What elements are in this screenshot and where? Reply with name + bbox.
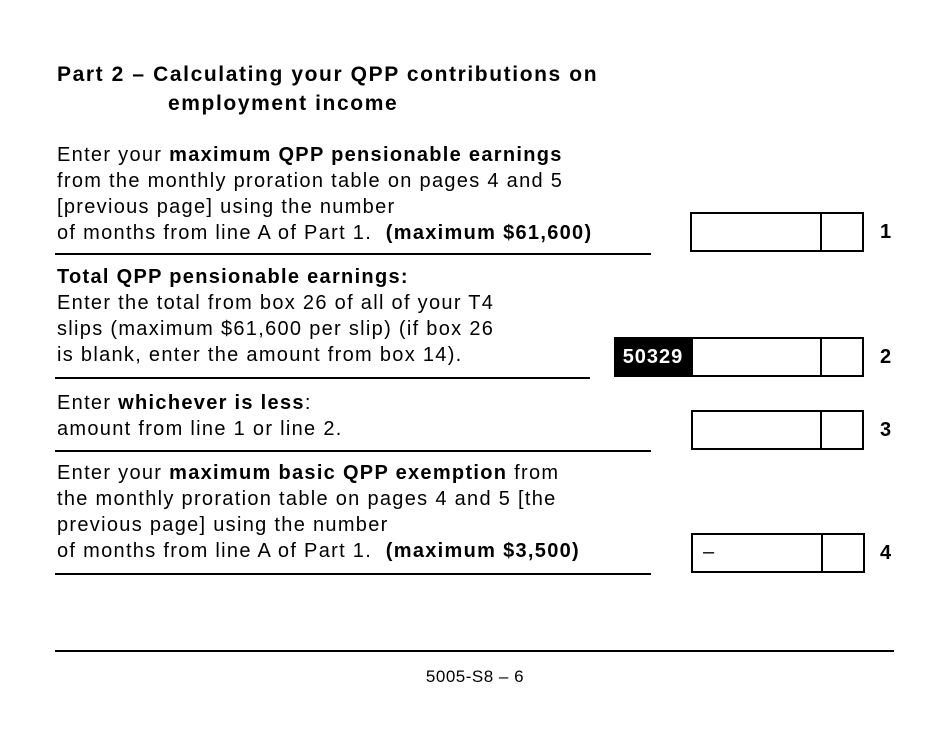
line-text: the monthly proration table on pages 4 a… bbox=[57, 487, 557, 511]
entry-box[interactable] bbox=[690, 212, 864, 252]
text: of months from line A of Part 1. bbox=[57, 222, 386, 244]
text: Enter bbox=[57, 392, 119, 414]
footer-rule bbox=[55, 650, 894, 652]
bold-text: maximum basic QPP exemption bbox=[169, 462, 508, 484]
part-title: Part 2 – Calculating your QPP contributi… bbox=[57, 63, 599, 86]
line-text: slips (maximum $61,600 per slip) (if box… bbox=[57, 317, 494, 341]
line-text: Enter the total from box 26 of all of yo… bbox=[57, 291, 494, 315]
line-text: Enter your maximum basic QPP exemption f… bbox=[57, 461, 559, 485]
underline bbox=[55, 450, 651, 452]
text: amount from line 1 or line 2. bbox=[57, 418, 343, 440]
part-title: employment income bbox=[168, 92, 399, 115]
text: : bbox=[304, 392, 312, 414]
line-text: of months from line A of Part 1. (maximu… bbox=[57, 221, 592, 245]
line-text: [previous page] using the number bbox=[57, 195, 395, 219]
cents-divider bbox=[820, 412, 822, 448]
underline bbox=[55, 253, 651, 255]
cents-divider bbox=[820, 214, 822, 250]
bold-text: whichever is less bbox=[118, 392, 305, 414]
line-text: is blank, enter the amount from box 14). bbox=[57, 343, 463, 367]
bold-text: Total QPP pensionable earnings: bbox=[57, 266, 409, 288]
text: Enter your bbox=[57, 462, 170, 484]
text: slips (maximum $61,600 per slip) (if box… bbox=[57, 318, 495, 340]
line-text: Enter whichever is less: bbox=[57, 391, 312, 415]
line-text: previous page] using the number bbox=[57, 513, 389, 537]
bold-text: (maximum $61,600) bbox=[385, 222, 593, 244]
text: [previous page] using the number bbox=[57, 196, 396, 218]
line-text: of months from line A of Part 1. (maximu… bbox=[57, 539, 580, 563]
underline bbox=[55, 377, 590, 379]
line-text: Total QPP pensionable earnings: bbox=[57, 265, 409, 289]
bold-text: (maximum $3,500) bbox=[385, 540, 580, 562]
line-number: 2 bbox=[880, 346, 893, 368]
sign: – bbox=[703, 541, 716, 563]
line-number: 1 bbox=[880, 221, 893, 243]
text: is blank, enter the amount from box 14). bbox=[57, 344, 463, 366]
entry-box[interactable] bbox=[691, 337, 864, 377]
underline bbox=[55, 573, 651, 575]
text: previous page] using the number bbox=[57, 514, 389, 536]
footer: 5005-S8 – 6 bbox=[425, 667, 525, 686]
box-code: 50329 bbox=[614, 337, 692, 377]
line-text: amount from line 1 or line 2. bbox=[57, 417, 343, 441]
line-text: Enter your maximum QPP pensionable earni… bbox=[57, 143, 563, 167]
text: of months from line A of Part 1. bbox=[57, 540, 386, 562]
line-number: 3 bbox=[880, 419, 893, 441]
text: Enter the total from box 26 of all of yo… bbox=[57, 292, 495, 314]
line-number: 4 bbox=[880, 542, 893, 564]
line-text: from the monthly proration table on page… bbox=[57, 169, 563, 193]
text: Enter your bbox=[57, 144, 170, 166]
text: from the monthly proration table on page… bbox=[57, 170, 564, 192]
bold-text: maximum QPP pensionable earnings bbox=[169, 144, 563, 166]
entry-box[interactable] bbox=[691, 410, 864, 450]
cents-divider bbox=[820, 339, 822, 375]
text: from bbox=[507, 462, 560, 484]
cents-divider bbox=[821, 535, 823, 571]
entry-box[interactable]: – bbox=[691, 533, 865, 573]
text: the monthly proration table on pages 4 a… bbox=[57, 488, 557, 510]
